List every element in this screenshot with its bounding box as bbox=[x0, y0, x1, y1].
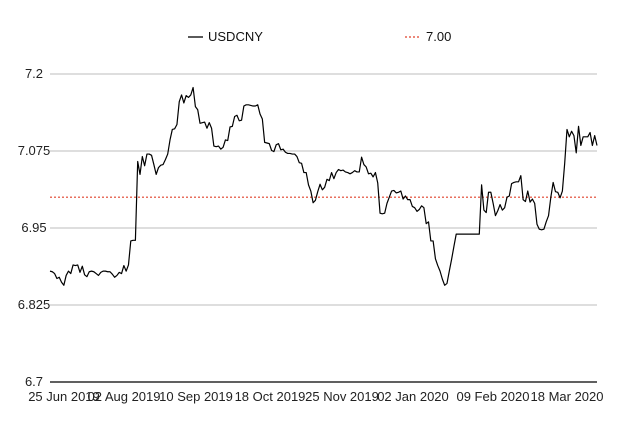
x-tick-label: 09 Feb 2020 bbox=[456, 389, 529, 404]
x-tick-label: 18 Mar 2020 bbox=[531, 389, 604, 404]
x-tick-label: 25 Nov 2019 bbox=[305, 389, 379, 404]
grid-lines bbox=[50, 73, 597, 306]
y-tick-label: 7.075 bbox=[18, 143, 51, 158]
x-tick-label: 10 Sep 2019 bbox=[159, 389, 233, 404]
legend-label-usdcny: USDCNY bbox=[208, 29, 263, 44]
x-tick-label: 18 Oct 2019 bbox=[235, 389, 306, 404]
y-tick-label: 6.95 bbox=[21, 220, 46, 235]
legend: USDCNY 7.00 bbox=[188, 29, 451, 44]
series-lines bbox=[49, 86, 598, 286]
series-line-usdcny bbox=[49, 86, 598, 286]
y-tick-label: 6.7 bbox=[25, 374, 43, 389]
y-tick-labels: 7.2 7.075 6.95 6.825 6.7 bbox=[18, 66, 51, 389]
legend-label-reference: 7.00 bbox=[426, 29, 451, 44]
x-tick-label: 02 Jan 2020 bbox=[377, 389, 449, 404]
y-tick-label: 6.825 bbox=[18, 297, 51, 312]
y-tick-label: 7.2 bbox=[25, 66, 43, 81]
x-tick-label: 02 Aug 2019 bbox=[87, 389, 160, 404]
x-tick-label: 25 Jun 2019 bbox=[28, 389, 100, 404]
